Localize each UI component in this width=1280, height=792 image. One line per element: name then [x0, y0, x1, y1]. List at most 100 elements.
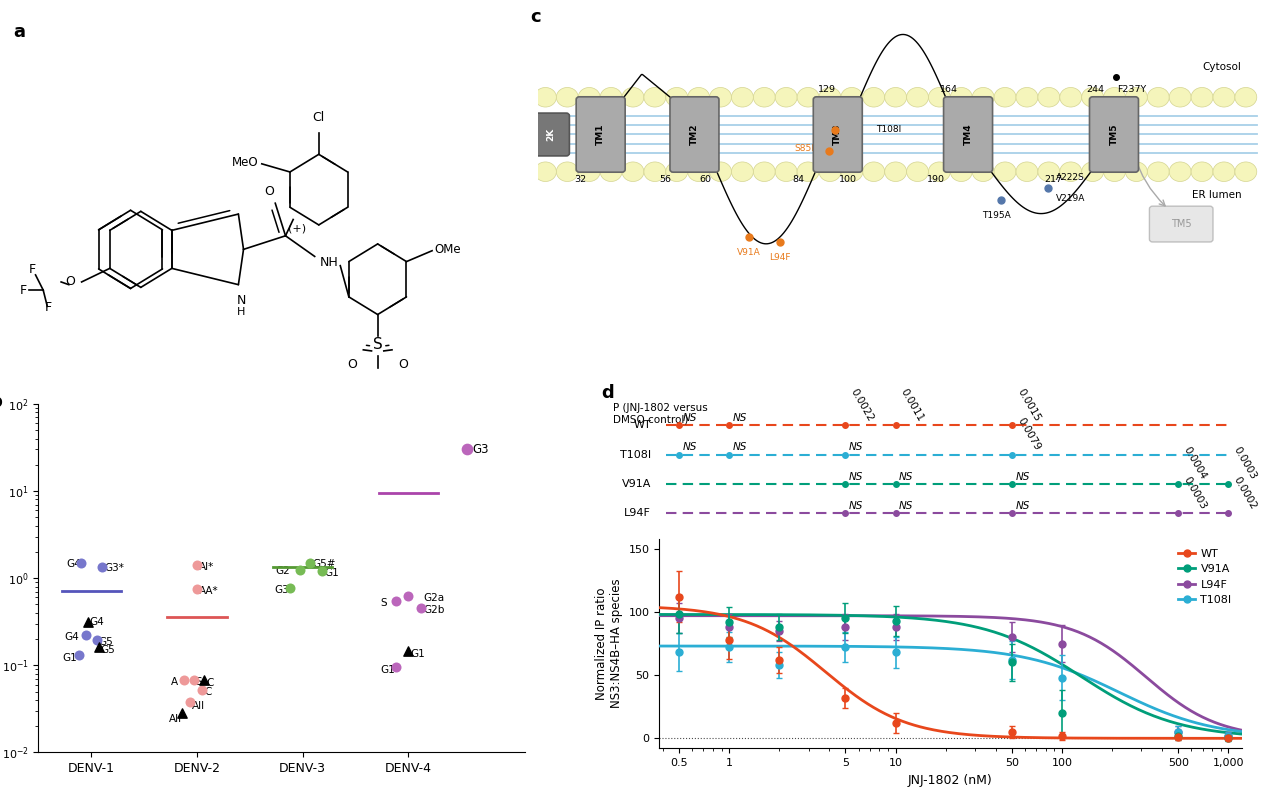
Point	[68, 649, 88, 661]
Text: G5: G5	[101, 645, 115, 655]
Circle shape	[1103, 162, 1125, 181]
Y-axis label: Normalized IP ratio
NS3:NS4B–HA species: Normalized IP ratio NS3:NS4B–HA species	[595, 579, 623, 708]
Text: F: F	[28, 263, 36, 276]
Point	[398, 590, 419, 603]
Text: G3: G3	[472, 443, 489, 456]
Circle shape	[1082, 87, 1103, 107]
Point	[78, 616, 99, 629]
Point	[300, 557, 320, 569]
Circle shape	[819, 162, 841, 181]
Circle shape	[995, 87, 1016, 107]
Text: ER lumen: ER lumen	[1192, 190, 1242, 200]
Text: S: S	[195, 676, 201, 687]
Circle shape	[687, 87, 709, 107]
Text: TM4: TM4	[964, 124, 973, 145]
Circle shape	[622, 162, 644, 181]
Circle shape	[884, 162, 906, 181]
Text: N: N	[237, 295, 246, 307]
Point	[187, 559, 207, 572]
Circle shape	[1038, 87, 1060, 107]
Point	[174, 673, 195, 686]
Text: G4: G4	[65, 632, 79, 642]
Text: S85L: S85L	[795, 144, 817, 153]
Circle shape	[1125, 87, 1147, 107]
Text: TM1: TM1	[596, 124, 605, 145]
Point	[411, 601, 431, 614]
FancyBboxPatch shape	[1089, 97, 1138, 172]
Text: 32: 32	[575, 175, 586, 184]
Circle shape	[557, 162, 579, 181]
Text: NS: NS	[849, 501, 863, 511]
Text: 2K: 2K	[547, 128, 556, 141]
Text: S: S	[372, 337, 383, 352]
Text: TM3: TM3	[833, 124, 842, 145]
Circle shape	[819, 87, 841, 107]
Text: F: F	[20, 284, 27, 298]
Point	[195, 673, 215, 686]
Text: MeO: MeO	[232, 156, 259, 169]
Circle shape	[950, 162, 973, 181]
Circle shape	[950, 87, 973, 107]
Text: T108I: T108I	[620, 450, 650, 459]
Circle shape	[579, 162, 600, 181]
Text: 164: 164	[941, 85, 959, 94]
Text: c: c	[530, 9, 541, 26]
Text: 84: 84	[792, 175, 804, 184]
Circle shape	[709, 162, 731, 181]
Text: 56: 56	[659, 175, 671, 184]
Text: G2b: G2b	[424, 605, 444, 615]
Text: C: C	[205, 687, 211, 697]
Text: d: d	[602, 384, 613, 402]
Text: G2: G2	[275, 566, 291, 577]
Text: NS: NS	[1015, 471, 1029, 482]
Text: TM2: TM2	[690, 124, 699, 145]
Circle shape	[1060, 162, 1082, 181]
Text: 100: 100	[838, 175, 856, 184]
Text: 0.0003: 0.0003	[1231, 445, 1258, 482]
Text: AI*: AI*	[200, 562, 214, 572]
Text: 244: 244	[1087, 85, 1105, 94]
Circle shape	[1213, 162, 1235, 181]
Circle shape	[1038, 162, 1060, 181]
Circle shape	[928, 87, 950, 107]
FancyBboxPatch shape	[669, 97, 719, 172]
Text: NH: NH	[320, 257, 338, 269]
Text: G2a: G2a	[424, 593, 444, 604]
Text: G1: G1	[411, 649, 425, 659]
Circle shape	[841, 162, 863, 181]
Text: G5#: G5#	[312, 559, 335, 569]
Text: NS: NS	[899, 501, 913, 511]
Text: G4: G4	[65, 559, 81, 569]
Circle shape	[1235, 162, 1257, 181]
X-axis label: JNJ-1802 (nM): JNJ-1802 (nM)	[908, 774, 993, 786]
Circle shape	[1016, 87, 1038, 107]
Text: 129: 129	[818, 85, 836, 94]
Text: A: A	[170, 676, 178, 687]
FancyBboxPatch shape	[576, 97, 625, 172]
Text: G5: G5	[99, 637, 114, 647]
FancyBboxPatch shape	[1149, 206, 1213, 242]
Circle shape	[600, 162, 622, 181]
Point	[70, 557, 91, 569]
Text: 0.0015: 0.0015	[1015, 386, 1042, 423]
Text: G1: G1	[324, 568, 339, 578]
Circle shape	[1060, 87, 1082, 107]
Text: NS: NS	[682, 442, 696, 452]
Text: 0.0003: 0.0003	[1181, 474, 1208, 511]
Circle shape	[906, 87, 928, 107]
Circle shape	[535, 162, 557, 181]
Text: AA*: AA*	[200, 586, 219, 596]
Text: F: F	[45, 301, 52, 314]
Circle shape	[1147, 162, 1169, 181]
Point	[280, 581, 301, 594]
Circle shape	[754, 162, 776, 181]
Point	[385, 595, 406, 607]
Point	[457, 444, 477, 456]
Text: V91A: V91A	[622, 479, 650, 489]
Circle shape	[622, 87, 644, 107]
Point	[76, 629, 96, 642]
Point	[86, 634, 106, 646]
Point	[398, 645, 419, 657]
Circle shape	[1016, 162, 1038, 181]
Text: (+): (+)	[288, 223, 306, 233]
